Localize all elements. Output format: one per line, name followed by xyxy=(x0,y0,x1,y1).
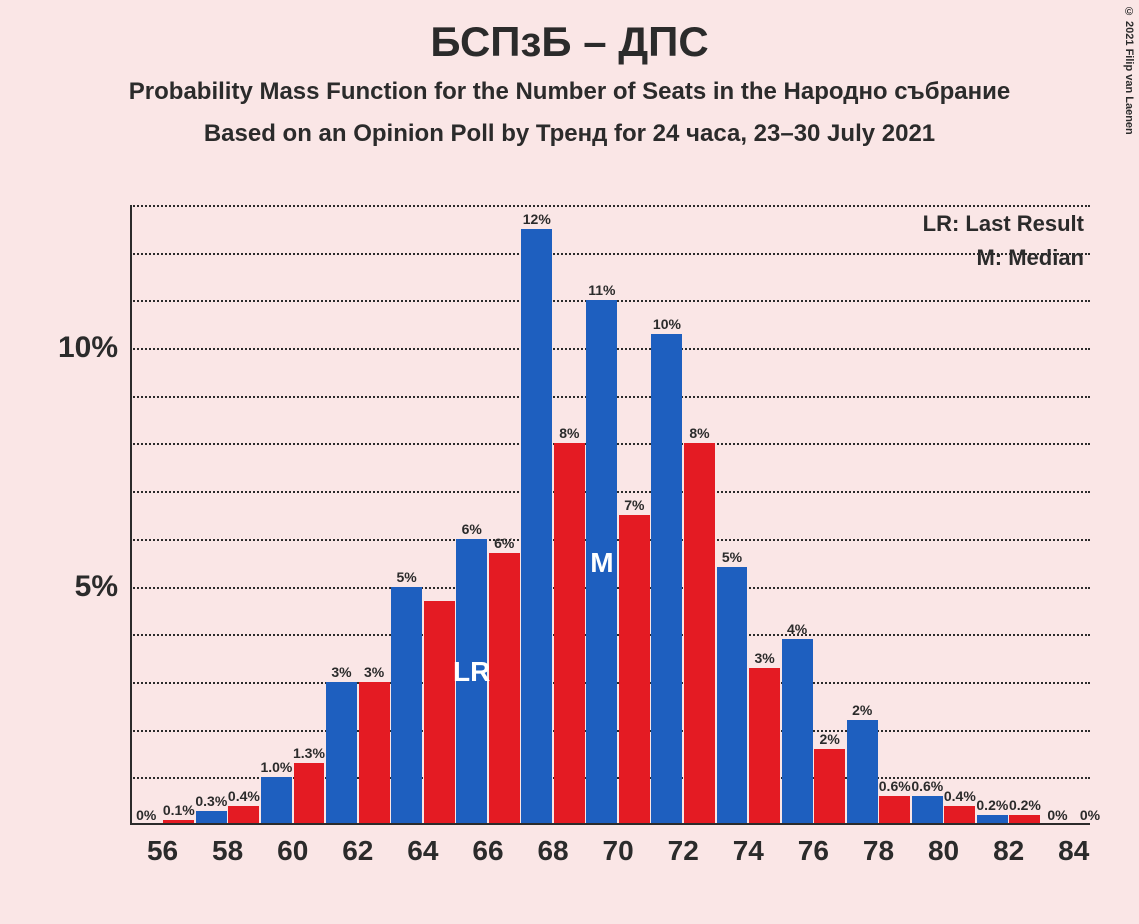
copyright-notice: © 2021 Filip van Laenen xyxy=(1123,6,1135,135)
bar-label: 2% xyxy=(852,702,872,720)
x-tick-label: 74 xyxy=(733,825,764,867)
bar-label: 0.2% xyxy=(1009,797,1041,815)
y-tick-label: 10% xyxy=(58,331,130,365)
series-a-bar: 2% xyxy=(847,720,878,825)
bar-label: 6% xyxy=(494,535,514,553)
x-tick-label: 70 xyxy=(603,825,634,867)
bar-label: 3% xyxy=(364,664,384,682)
bar-label: 11% xyxy=(588,282,615,300)
bar-label: 10% xyxy=(653,316,681,334)
x-tick-label: 62 xyxy=(342,825,373,867)
bar-label: 7% xyxy=(624,497,644,515)
x-tick-label: 84 xyxy=(1058,825,1089,867)
series-a-bar: 12% xyxy=(521,229,552,825)
x-tick-label: 64 xyxy=(407,825,438,867)
legend-last-result: LR: Last Result xyxy=(923,211,1084,237)
series-a-bar: 5% xyxy=(717,567,748,825)
x-tick-label: 58 xyxy=(212,825,243,867)
series-a-bar: 1.0% xyxy=(261,777,292,825)
series-b-bar: 0.6% xyxy=(879,796,910,825)
plot-area: 5%10%5658606264666870727476788082840%0.3… xyxy=(130,205,1090,825)
chart-subtitle-2: Based on an Opinion Poll by Тренд for 24… xyxy=(0,106,1139,148)
series-b-bar: 6% xyxy=(489,553,520,825)
legend-median: M: Median xyxy=(976,245,1084,271)
x-tick-label: 66 xyxy=(472,825,503,867)
gridline xyxy=(130,205,1090,207)
series-b-bar: 7% xyxy=(619,515,650,825)
bar-chart: 5%10%5658606264666870727476788082840%0.3… xyxy=(130,205,1090,825)
series-b-bar: 3% xyxy=(749,668,780,825)
bar-label: 6% xyxy=(462,521,482,539)
bar-label: 8% xyxy=(689,425,709,443)
x-tick-label: 56 xyxy=(147,825,178,867)
x-tick-label: 72 xyxy=(668,825,699,867)
bar-label: 8% xyxy=(559,425,579,443)
series-a-bar: 0.6% xyxy=(912,796,943,825)
x-axis-line xyxy=(130,823,1090,825)
bar-label: 0.3% xyxy=(195,793,227,811)
bar-label: 12% xyxy=(523,211,551,229)
series-b-bar xyxy=(424,601,455,825)
chart-subtitle-1: Probability Mass Function for the Number… xyxy=(0,66,1139,106)
bar-label: 5% xyxy=(396,569,416,587)
series-b-bar: 2% xyxy=(814,749,845,825)
series-a-bar: 4% xyxy=(782,639,813,825)
series-a-bar: 3% xyxy=(326,682,357,825)
x-tick-label: 60 xyxy=(277,825,308,867)
x-tick-label: 82 xyxy=(993,825,1024,867)
chart-annotation: M xyxy=(590,547,613,579)
bar-label: 3% xyxy=(331,664,351,682)
bar-label: 0.6% xyxy=(911,778,943,796)
series-b-bar: 8% xyxy=(684,443,715,825)
chart-annotation: LR xyxy=(453,656,490,688)
bar-label: 1.0% xyxy=(260,759,292,777)
series-b-bar: 8% xyxy=(554,443,585,825)
bar-label: 0.2% xyxy=(976,797,1008,815)
x-tick-label: 78 xyxy=(863,825,894,867)
series-a-bar: 5% xyxy=(391,587,422,825)
x-tick-label: 68 xyxy=(537,825,568,867)
bar-label: 0.6% xyxy=(879,778,911,796)
bar-label: 5% xyxy=(722,549,742,567)
bar-label: 3% xyxy=(754,650,774,668)
bar-label: 1.3% xyxy=(293,745,325,763)
bar-label: 0.4% xyxy=(228,788,260,806)
x-tick-label: 76 xyxy=(798,825,829,867)
bar-label: 2% xyxy=(820,731,840,749)
x-tick-label: 80 xyxy=(928,825,959,867)
bar-label: 0.4% xyxy=(944,788,976,806)
series-b-bar: 1.3% xyxy=(294,763,325,825)
bar-label: 4% xyxy=(787,621,807,639)
y-tick-label: 5% xyxy=(75,570,130,604)
y-axis-line xyxy=(130,205,132,825)
chart-title: БСПзБ – ДПС xyxy=(0,0,1139,66)
series-b-bar: 3% xyxy=(359,682,390,825)
gridline xyxy=(130,253,1090,255)
series-a-bar: 10% xyxy=(651,334,682,825)
bar-label: 0.1% xyxy=(163,802,195,820)
